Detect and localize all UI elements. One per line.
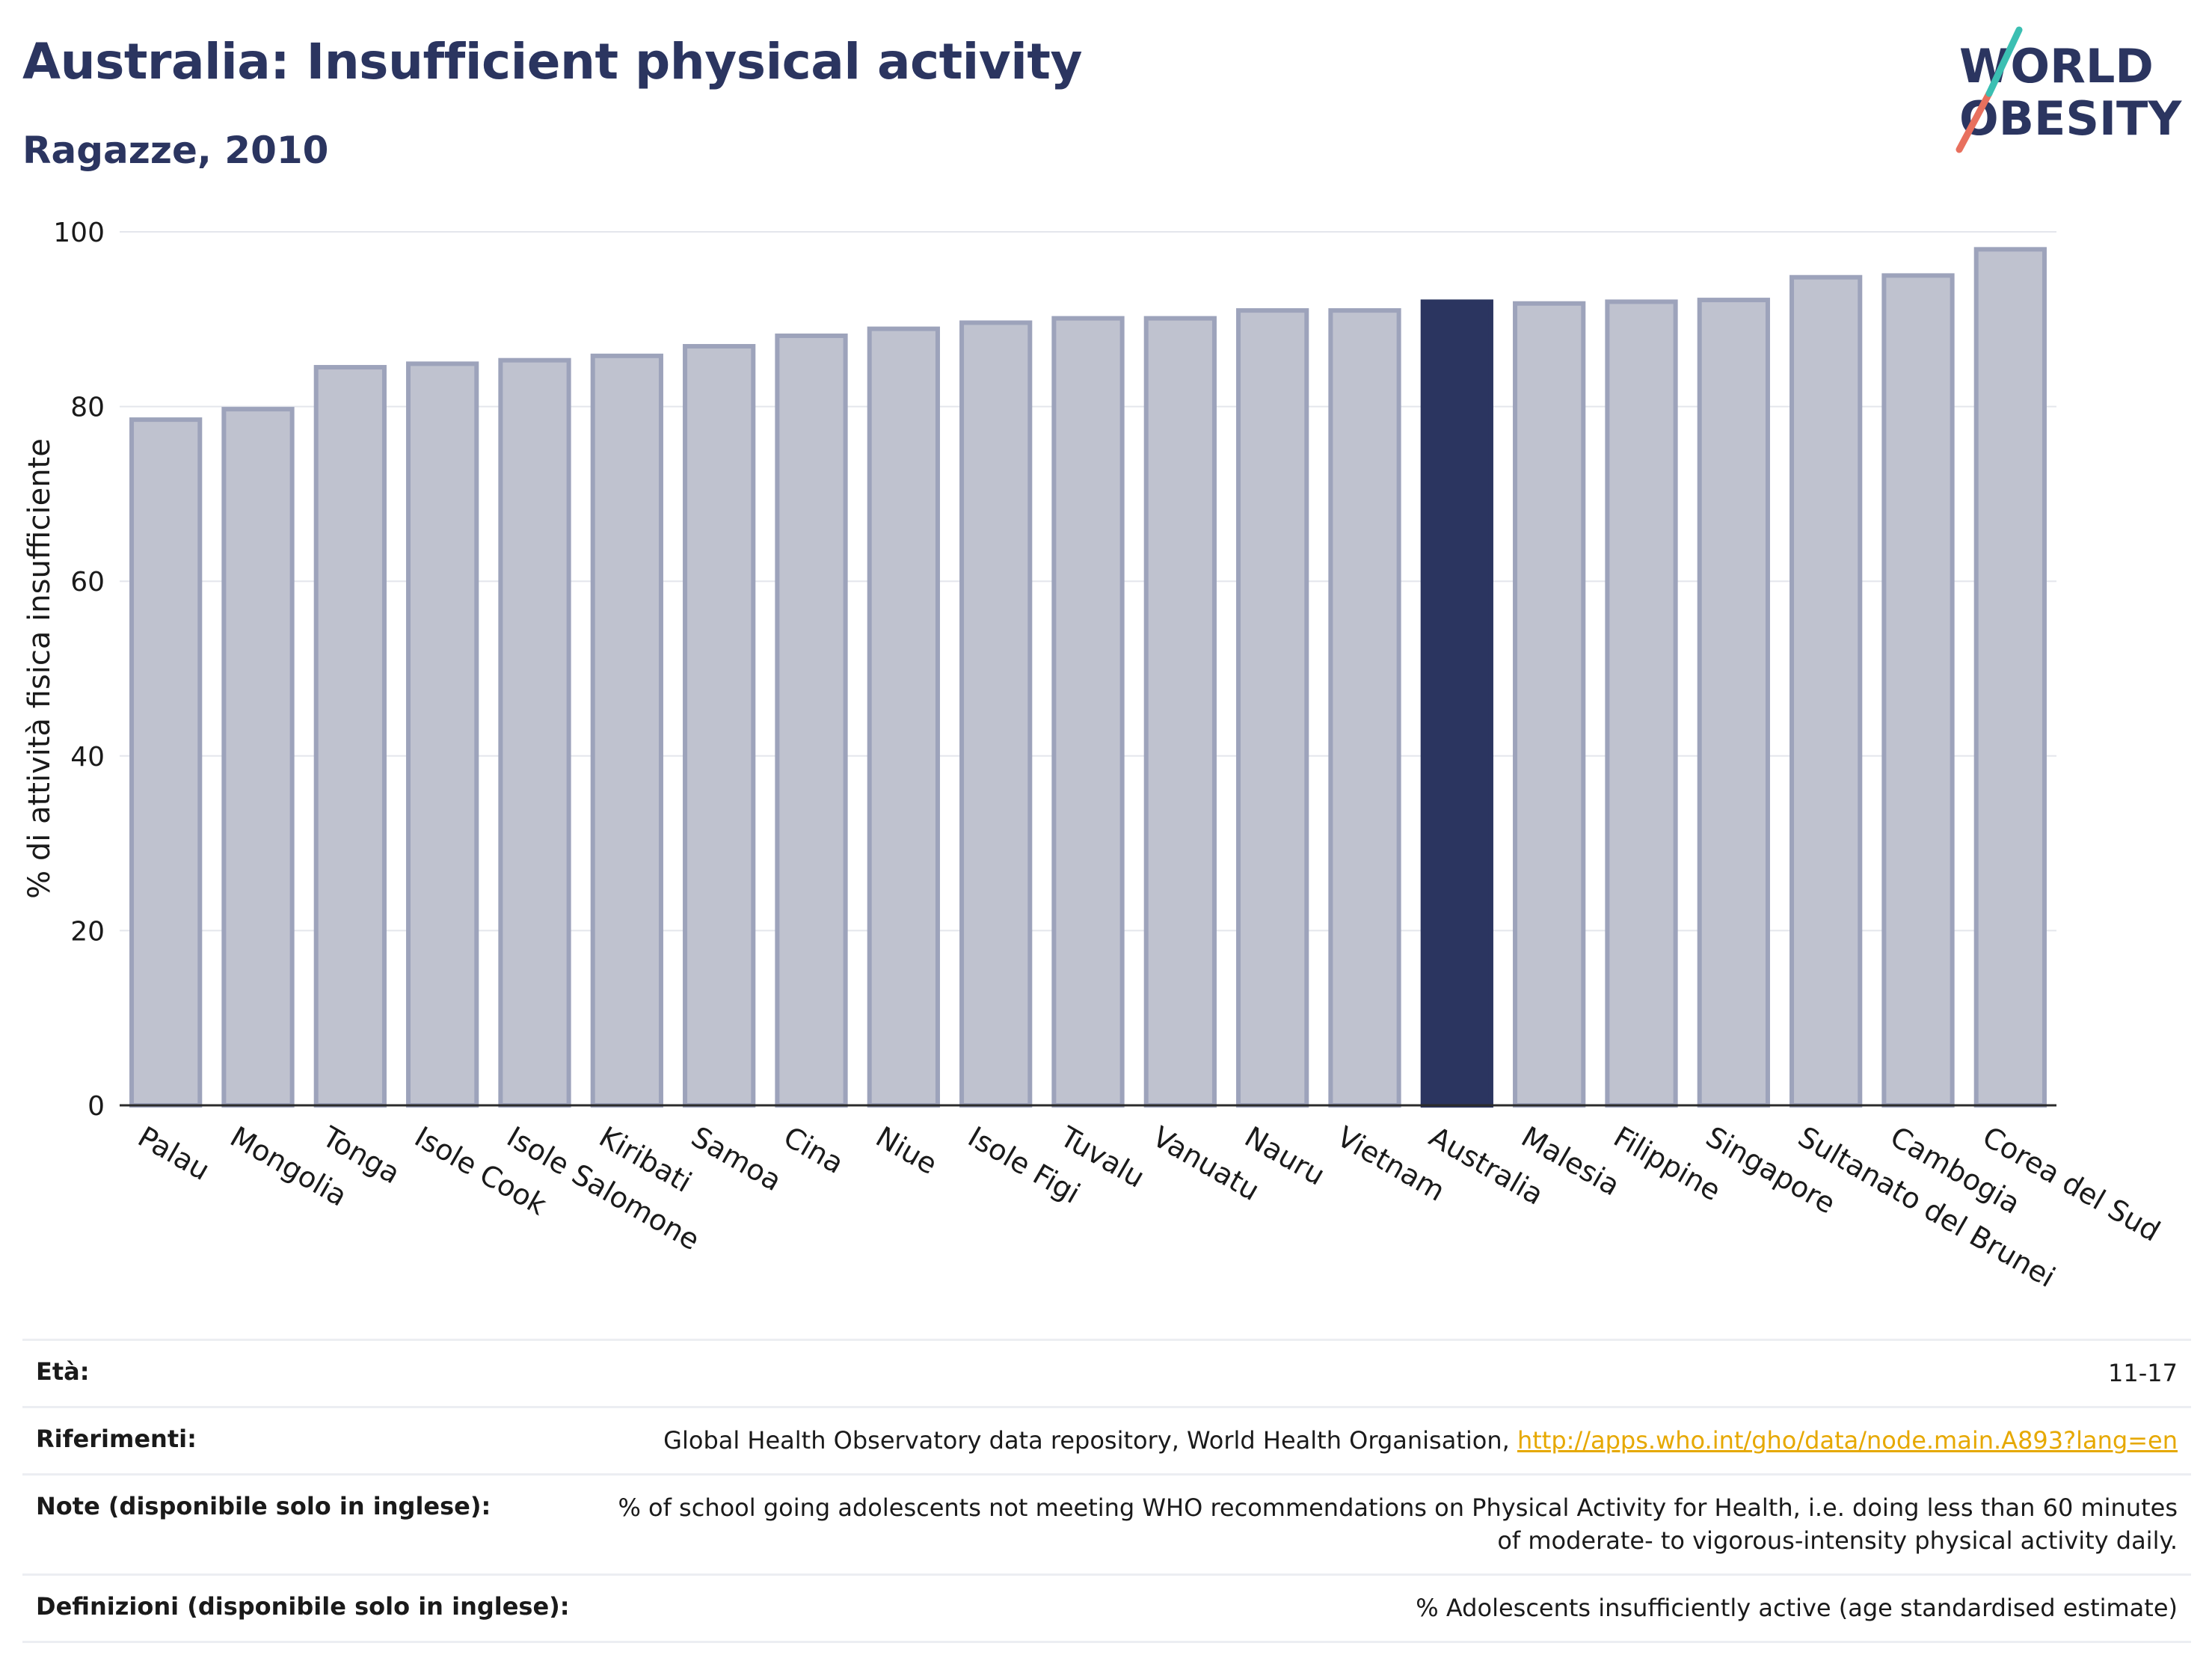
bar-filippine[interactable] xyxy=(1605,299,1678,1108)
y-tick-label: 80 xyxy=(70,393,105,423)
bar-niue[interactable] xyxy=(867,326,940,1108)
notes-value: % of school going adolescents not meetin… xyxy=(618,1493,2178,1555)
logo-slash-coral xyxy=(1956,90,1993,153)
bar-mongolia[interactable] xyxy=(221,407,295,1108)
references-value: Global Health Observatory data repositor… xyxy=(663,1425,2178,1457)
meta-row-references: Riferimenti: Global Health Observatory d… xyxy=(22,1406,2191,1473)
y-tick-label: 20 xyxy=(70,916,105,947)
references-label: Riferimenti: xyxy=(36,1425,197,1454)
meta-row-age: Età: 11-17 xyxy=(22,1339,2191,1406)
meta-row-notes: Note (disponibile solo in inglese): % of… xyxy=(22,1473,2191,1573)
bars xyxy=(129,247,2047,1108)
bar-isole-cook[interactable] xyxy=(406,361,479,1108)
world-obesity-logo: WORLD OBESITY xyxy=(1956,26,2182,153)
y-tick-label: 40 xyxy=(70,742,105,773)
bar-sultanato-del-brunei[interactable] xyxy=(1789,274,1863,1108)
bar-chart: 0 20 40 60 80 100 % di attività fisica insuff… xyxy=(22,218,2166,1294)
y-tick-labels: 0 20 40 60 80 100 xyxy=(53,218,105,1122)
y-axis-title: % di attività fisica insufficiente xyxy=(22,438,57,899)
bar-corea-del-sud[interactable] xyxy=(1973,247,2047,1108)
y-tick-label: 60 xyxy=(70,567,105,598)
bar-australia[interactable] xyxy=(1420,299,1493,1108)
bar-palau[interactable] xyxy=(129,417,203,1108)
bar-vietnam[interactable] xyxy=(1328,308,1401,1108)
y-tick-label: 100 xyxy=(53,218,105,248)
bar-tonga[interactable] xyxy=(313,365,387,1108)
logo-slash-teal xyxy=(1985,26,2023,97)
bar-singapore[interactable] xyxy=(1697,298,1770,1108)
bar-cina[interactable] xyxy=(775,333,848,1108)
chart-title: Australia: Insufficient physical activit… xyxy=(22,33,1083,90)
age-label: Età: xyxy=(36,1357,90,1386)
references-text: Global Health Observatory data repositor… xyxy=(663,1426,1517,1455)
references-link[interactable]: http://apps.who.int/gho/data/node.main.A… xyxy=(1517,1426,2178,1455)
x-tick-label: Cina xyxy=(778,1120,850,1180)
bar-isole-figi[interactable] xyxy=(959,320,1033,1108)
bar-cambogia[interactable] xyxy=(1881,273,1955,1108)
bar-tuvalu[interactable] xyxy=(1051,316,1125,1108)
metadata-table: Età: 11-17 Riferimenti: Global Health Ob… xyxy=(22,1339,2191,1643)
x-tick-label: Niue xyxy=(870,1120,943,1181)
y-tick-label: 0 xyxy=(87,1091,105,1122)
definitions-value: % Adolescents insufficiently active (age… xyxy=(1416,1593,2178,1622)
logo-line2: OBESITY xyxy=(1959,91,2182,146)
bar-malesia[interactable] xyxy=(1513,301,1586,1108)
bar-vanuatu[interactable] xyxy=(1143,316,1217,1108)
bar-nauru[interactable] xyxy=(1236,308,1309,1108)
notes-label: Note (disponibile solo in inglese): xyxy=(36,1492,491,1521)
definitions-label: Definizioni (disponibile solo in inglese… xyxy=(36,1591,570,1621)
chart-subtitle: Ragazze, 2010 xyxy=(22,129,329,172)
bar-samoa[interactable] xyxy=(683,344,756,1108)
x-tick-label: Samoa xyxy=(686,1120,787,1198)
bar-kiribati[interactable] xyxy=(590,353,663,1108)
age-value: 11-17 xyxy=(2108,1359,2178,1387)
meta-row-definitions: Definizioni (disponibile solo in inglese… xyxy=(22,1573,2191,1643)
x-tick-label: Palau xyxy=(132,1120,215,1187)
bar-isole-salomone[interactable] xyxy=(498,357,571,1108)
